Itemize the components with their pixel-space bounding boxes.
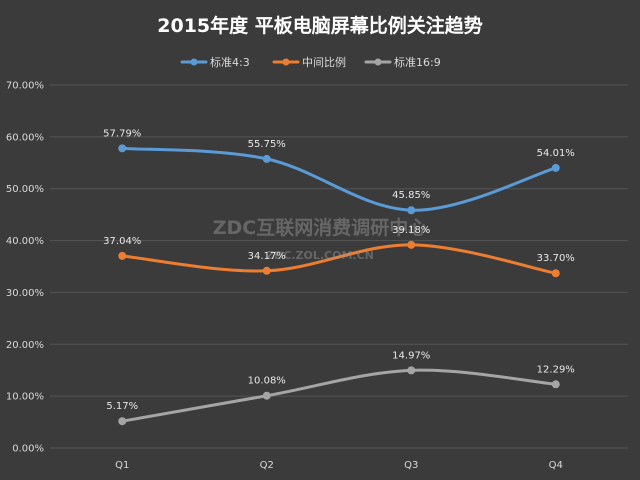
data-label: 5.17% xyxy=(106,401,138,412)
series-line xyxy=(120,146,558,212)
data-point xyxy=(118,251,127,260)
data-label: 10.08% xyxy=(248,376,286,387)
data-point xyxy=(262,266,271,275)
chart-title: 2015年度 平板电脑屏幕比例关注趋势 xyxy=(157,14,483,37)
data-label: 39.18% xyxy=(392,225,430,236)
data-label: 45.85% xyxy=(392,190,430,201)
data-point xyxy=(551,269,560,278)
data-point xyxy=(262,391,271,400)
data-label: 12.29% xyxy=(537,364,575,375)
legend-marker xyxy=(374,58,382,66)
data-point xyxy=(407,206,416,215)
y-tick-label: 20.00% xyxy=(6,340,44,351)
data-label: 14.97% xyxy=(392,350,430,361)
data-label: 57.79% xyxy=(103,128,141,139)
series-line xyxy=(120,368,558,423)
x-tick-label: Q4 xyxy=(549,460,563,471)
y-tick-label: 50.00% xyxy=(6,184,44,195)
y-tick-label: 60.00% xyxy=(6,132,44,143)
data-point xyxy=(118,417,127,426)
watermark: ZDC互联网消费调研中心 ZDC.ZOL.COM.CN xyxy=(213,216,428,262)
data-label: 55.75% xyxy=(248,139,286,150)
legend-marker xyxy=(190,58,198,66)
series-layer xyxy=(118,144,560,426)
data-point xyxy=(407,240,416,249)
watermark-line2: ZDC.ZOL.COM.CN xyxy=(266,249,374,262)
y-axis: 0.00% 10.00% 20.00% 30.00% 40.00% 50.00% 60.00… xyxy=(6,81,44,455)
gridlines xyxy=(50,84,628,449)
x-tick-label: Q2 xyxy=(260,460,274,471)
x-tick-label: Q3 xyxy=(404,460,418,471)
y-tick-label: 0.00% xyxy=(12,444,44,455)
data-label: 33.70% xyxy=(537,253,575,264)
x-axis: Q1 Q2 Q3 Q4 xyxy=(115,460,563,471)
data-point xyxy=(551,380,560,389)
data-point xyxy=(262,154,271,163)
watermark-line1: ZDC互联网消费调研中心 xyxy=(213,216,428,239)
data-label: 34.17% xyxy=(248,251,286,262)
data-point xyxy=(407,366,416,375)
legend-marker xyxy=(282,58,290,66)
data-label: 54.01% xyxy=(537,148,575,159)
data-label: 37.04% xyxy=(103,236,141,247)
legend: 标准4:3 中间比例 标准16:9 xyxy=(180,55,441,69)
legend-entry: 中间比例 xyxy=(302,55,346,69)
data-point xyxy=(118,144,127,153)
legend-entry: 标准16:9 xyxy=(394,55,441,69)
y-tick-label: 10.00% xyxy=(6,392,44,403)
y-tick-label: 70.00% xyxy=(6,81,44,92)
series-line xyxy=(120,243,558,275)
x-tick-label: Q1 xyxy=(115,460,129,471)
y-tick-label: 30.00% xyxy=(6,288,44,299)
legend-entry: 标准4:3 xyxy=(210,55,250,69)
data-labels: 57.79% 55.75% 45.85% 54.01% 37.04% 34.17% 39.1… xyxy=(103,128,575,412)
data-point xyxy=(551,163,560,172)
y-tick-label: 40.00% xyxy=(6,236,44,247)
